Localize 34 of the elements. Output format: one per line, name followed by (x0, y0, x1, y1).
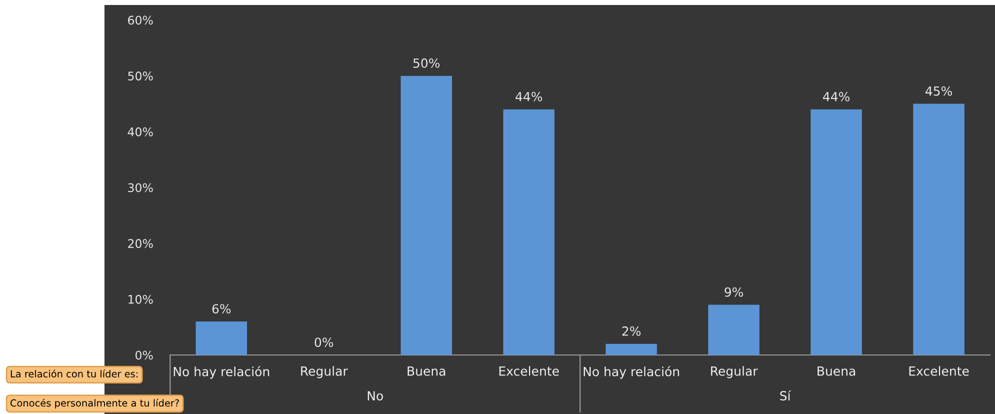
y-tick-label: 20% (128, 239, 153, 248)
x-tick-label: Excelente (909, 366, 969, 376)
data-label: 45% (926, 86, 952, 96)
x-tick-label: Regular (711, 366, 758, 378)
text: Sí (780, 390, 792, 401)
data-label: 2% (622, 326, 641, 336)
bar (503, 109, 554, 356)
text: La relación con tu líder es: (10, 370, 138, 378)
bar (810, 109, 862, 356)
y-tick-label: 30% (128, 183, 153, 192)
y-tick-label: 50% (128, 72, 153, 80)
data-label: 9% (724, 287, 744, 297)
data-label: 44% (823, 92, 850, 102)
data-label: 50% (413, 58, 440, 68)
y-tick-label: 10% (128, 294, 153, 304)
x-tick-label: Excelente (499, 366, 559, 376)
bar (400, 76, 452, 356)
text: Conocés personalmente a tu líder? (10, 398, 179, 409)
bar (708, 304, 760, 356)
y-tick-label: 60% (128, 16, 153, 25)
bar (913, 104, 964, 356)
y-tick-label: 40% (128, 127, 153, 136)
data-label: 6% (212, 304, 231, 314)
x-tick-label: Regular (301, 366, 348, 378)
y-tick-label: 0% (136, 350, 153, 360)
x-tick-label: Buena (818, 366, 856, 376)
bar (196, 322, 248, 356)
bar (606, 344, 657, 356)
x-tick-label: No hay relación (584, 366, 680, 379)
data-label: 44% (516, 92, 542, 102)
data-label: 0% (314, 338, 334, 348)
text: No (368, 391, 383, 401)
x-tick-label: No hay relación (174, 366, 270, 379)
x-tick-label: Buena (408, 366, 446, 376)
